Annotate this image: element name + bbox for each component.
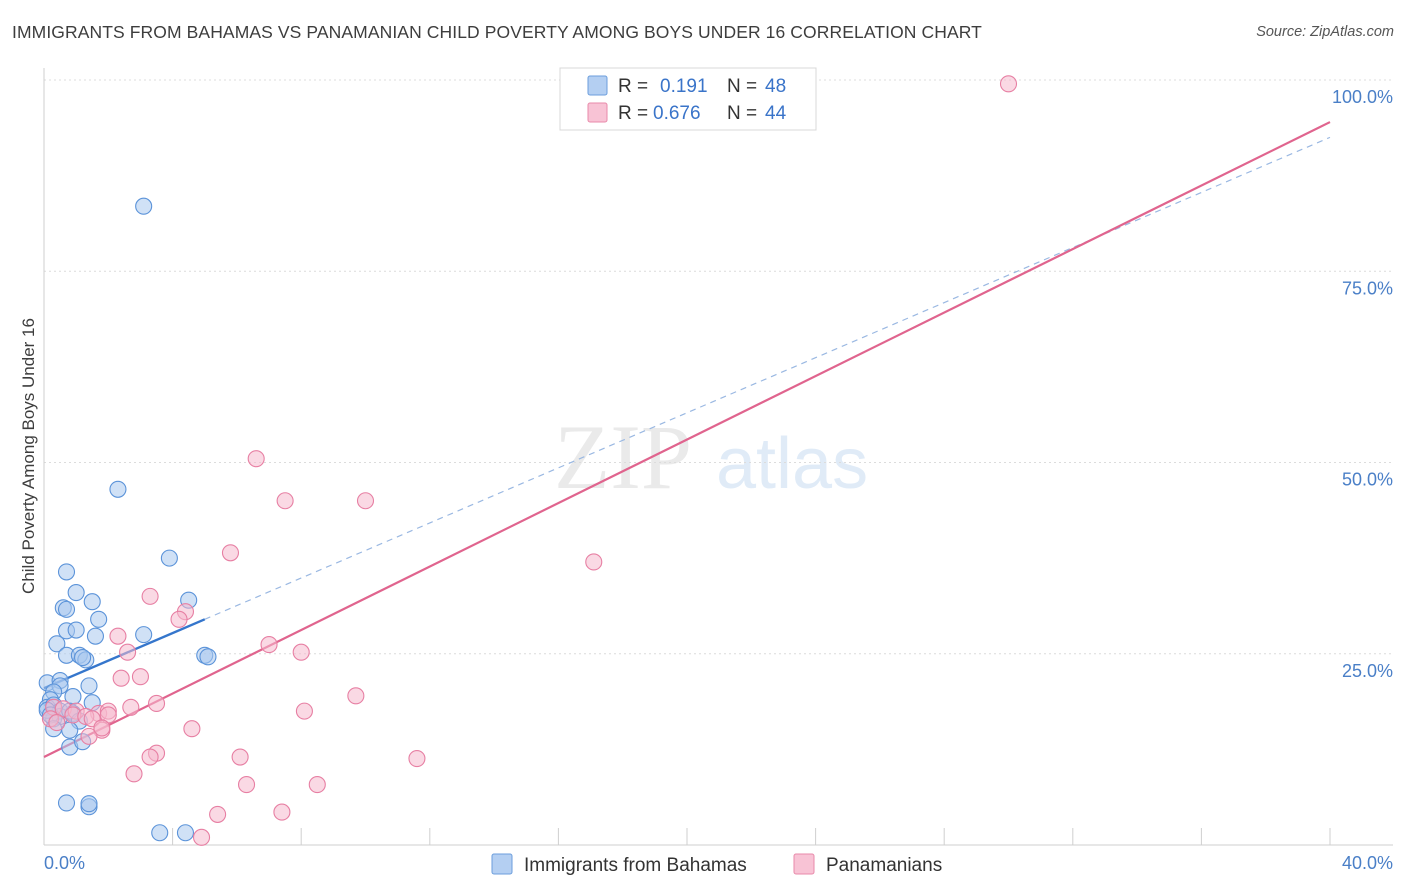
panamanians-point-10 bbox=[260, 636, 278, 654]
bottom-legend-label-pink: Panamanians bbox=[826, 855, 942, 876]
bahamas-point-11 bbox=[67, 621, 85, 639]
bahamas-point-46 bbox=[151, 824, 169, 842]
x-ticks bbox=[172, 828, 1331, 845]
panamanians-point-11 bbox=[292, 643, 310, 661]
bahamas-point-9 bbox=[90, 610, 108, 628]
panamanians-point-40 bbox=[209, 805, 227, 823]
panamanians-point-28 bbox=[48, 714, 66, 732]
bahamas-point-0 bbox=[135, 197, 153, 215]
panamanians-point-37 bbox=[125, 765, 143, 783]
legend-r-label-pink: R = bbox=[618, 103, 648, 124]
bahamas-point-12 bbox=[86, 627, 104, 645]
y-tick-label-75: 75.0% bbox=[1342, 278, 1393, 298]
bahamas-point-2 bbox=[160, 549, 178, 567]
bahamas-point-20 bbox=[199, 648, 217, 666]
series-panamanians-points bbox=[41, 75, 1018, 846]
panamanians-point-34 bbox=[141, 748, 159, 766]
bahamas-point-14 bbox=[48, 635, 66, 653]
panamanians-point-8 bbox=[170, 610, 188, 628]
panamanians-point-12 bbox=[119, 643, 137, 661]
watermark: ZIP atlas bbox=[554, 406, 868, 508]
panamanians-point-30 bbox=[183, 720, 201, 738]
panamanians-point-39 bbox=[308, 776, 326, 794]
bahamas-point-4 bbox=[67, 583, 85, 602]
bahamas-point-3 bbox=[57, 563, 76, 581]
bahamas-point-8 bbox=[57, 600, 76, 618]
panamanians-point-16 bbox=[147, 694, 166, 713]
chart-title: IMMIGRANTS FROM BAHAMAS VS PANAMANIAN CH… bbox=[12, 22, 982, 42]
bahamas-point-18 bbox=[74, 649, 92, 667]
bottom-legend-swatch-pink bbox=[793, 853, 815, 875]
legend-swatch-blue bbox=[587, 75, 608, 96]
bahamas-point-43 bbox=[57, 794, 76, 812]
legend-r-value-pink: 0.676 bbox=[653, 103, 701, 124]
trend-lines bbox=[43, 121, 1331, 759]
panamanians-point-0 bbox=[999, 75, 1018, 93]
trend-line-bahamas-extension bbox=[204, 136, 1331, 620]
bottom-legend-swatch-blue bbox=[491, 853, 513, 875]
panamanians-point-41 bbox=[273, 803, 291, 821]
x-tick-label-max: 40.0% bbox=[1342, 853, 1393, 873]
legend-n-value-blue: 48 bbox=[765, 76, 786, 97]
panamanians-point-43 bbox=[93, 719, 111, 737]
watermark-zip: ZIP bbox=[554, 406, 692, 508]
panamanians-point-42 bbox=[192, 828, 211, 846]
panamanians-point-2 bbox=[276, 492, 294, 510]
legend-n-label-pink: N = bbox=[727, 103, 757, 124]
legend-r-value-blue: 0.191 bbox=[660, 76, 708, 97]
gridlines bbox=[44, 79, 1393, 655]
watermark-atlas: atlas bbox=[716, 424, 868, 504]
bahamas-point-13 bbox=[135, 626, 153, 644]
bottom-legend-label-blue: Immigrants from Bahamas bbox=[524, 855, 747, 876]
panamanians-point-14 bbox=[112, 669, 130, 687]
source-label: Source: ZipAtlas.com bbox=[1256, 24, 1394, 40]
legend-swatch-pink bbox=[587, 102, 608, 123]
y-tick-label-50: 50.0% bbox=[1342, 470, 1393, 490]
legend-r-label-blue: R = bbox=[618, 76, 648, 97]
panamanians-point-13 bbox=[131, 668, 149, 686]
panamanians-point-6 bbox=[141, 587, 159, 605]
y-tick-label-25: 25.0% bbox=[1342, 661, 1393, 681]
series-legend: Immigrants from Bahamas Panamanians bbox=[491, 853, 942, 876]
bahamas-point-47 bbox=[176, 824, 195, 842]
y-tick-labels: 25.0% 50.0% 75.0% 100.0% bbox=[1332, 87, 1393, 681]
y-tick-label-100: 100.0% bbox=[1332, 87, 1393, 107]
panamanians-point-15 bbox=[347, 687, 365, 705]
bahamas-point-1 bbox=[109, 480, 127, 498]
bahamas-point-24 bbox=[80, 677, 98, 695]
panamanians-point-38 bbox=[237, 776, 256, 794]
panamanians-point-35 bbox=[231, 748, 249, 766]
trend-line-panamanians bbox=[43, 121, 1331, 759]
panamanians-point-4 bbox=[221, 544, 240, 562]
legend-n-label-blue: N = bbox=[727, 76, 757, 97]
x-tick-label-min: 0.0% bbox=[44, 853, 85, 873]
panamanians-point-3 bbox=[356, 492, 375, 510]
panamanians-point-36 bbox=[408, 750, 426, 768]
panamanians-point-24 bbox=[295, 702, 313, 720]
panamanians-point-5 bbox=[585, 553, 603, 571]
panamanians-point-9 bbox=[109, 627, 127, 645]
y-axis-label: Child Poverty Among Boys Under 16 bbox=[19, 318, 38, 594]
series-bahamas-points bbox=[38, 197, 217, 842]
panamanians-point-1 bbox=[247, 450, 265, 468]
bahamas-point-5 bbox=[83, 593, 101, 611]
panamanians-point-32 bbox=[80, 727, 98, 745]
panamanians-point-17 bbox=[122, 698, 140, 716]
legend-n-value-pink: 44 bbox=[765, 103, 787, 124]
bahamas-point-45 bbox=[80, 795, 98, 813]
stats-legend: R = 0.191 N = 48 R = 0.676 N = 44 bbox=[559, 67, 817, 131]
